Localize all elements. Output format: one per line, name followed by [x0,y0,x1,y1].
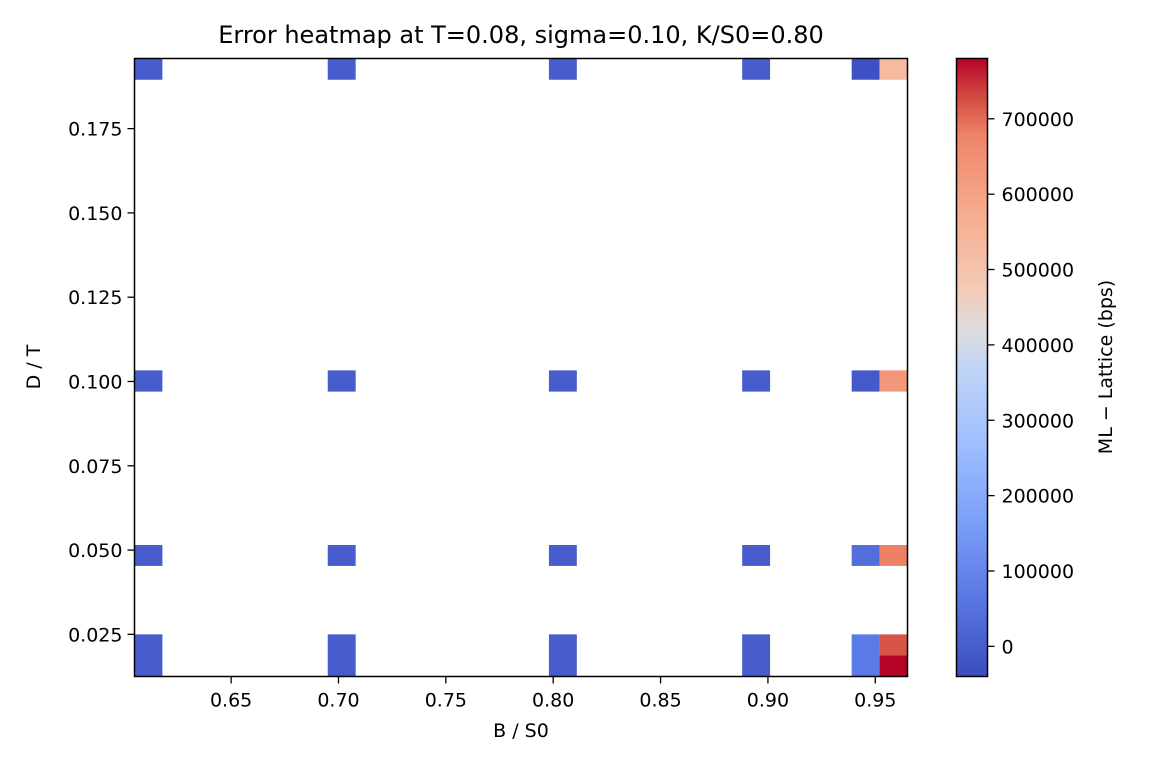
x-tick-label: 0.95 [854,690,896,712]
heatmap-cell [851,58,880,80]
heatmap-cell [548,370,577,392]
heatmap-cell [327,634,356,677]
colorbar-tick-label: 400000 [1002,335,1075,357]
heatmap-cell [742,370,771,392]
heatmap-cell [327,58,356,80]
heatmap-cell [879,370,908,392]
heatmap-cell [134,545,163,566]
heatmap-cell [879,655,908,677]
y-axis-label: D / T [23,344,45,389]
x-tick-label: 0.90 [747,690,789,712]
plot-frame [133,57,909,678]
x-tick-label: 0.75 [425,690,467,712]
colorbar-label: ML − Lattice (bps) [1095,280,1117,454]
y-tick-label: 0.175 [68,119,122,141]
heatmap-cells [134,58,908,677]
y-tick-label: 0.125 [68,287,122,309]
heatmap-cell [851,370,880,392]
colorbar [955,57,989,678]
colorbar-tick-label: 100000 [1002,561,1075,583]
colorbar-tick-label: 600000 [1002,184,1075,206]
y-tick-label: 0.100 [68,371,122,393]
heatmap-cell [327,370,356,392]
y-tick-label: 0.075 [68,456,122,478]
colorbar-tick-label: 200000 [1002,486,1075,508]
y-tick-label: 0.150 [68,203,122,225]
x-tick-label: 0.80 [532,690,574,712]
y-tick-label: 0.050 [68,540,122,562]
heatmap-cell [134,58,163,80]
x-tick-label: 0.85 [639,690,681,712]
x-tick-label: 0.65 [210,690,252,712]
heatmap-cell [742,58,771,80]
heatmap-cell [742,545,771,566]
colorbar-tick-label: 0 [1002,636,1014,658]
x-axis-label: B / S0 [493,720,549,742]
colorbar-tick-label: 300000 [1002,410,1075,432]
heatmap-cell [742,634,771,677]
colorbar-ticks: 0 100000 200000 300000 400000 500000 600000 700… [987,109,1075,658]
x-axis-ticks: 0.65 0.70 0.75 0.80 0.85 0.90 0.95 [210,676,896,712]
heatmap-cell [134,634,163,677]
y-axis-ticks: 0.025 0.050 0.075 0.100 0.125 0.150 0.175 [68,119,135,646]
heatmap-cell [851,545,880,566]
heatmap-cell [548,545,577,566]
heatmap-cell [879,634,908,656]
chart-title: Error heatmap at T=0.08, sigma=0.10, K/S… [218,21,824,49]
y-tick-label: 0.025 [68,624,122,646]
heatmap-cell [879,58,908,80]
colorbar-tick-label: 700000 [1002,109,1075,131]
heatmap-cell [851,634,880,677]
colorbar-tick-label: 500000 [1002,260,1075,282]
heatmap-cell [879,545,908,566]
heatmap-cell [327,545,356,566]
heatmap-cell [134,370,163,392]
x-tick-label: 0.70 [317,690,359,712]
heatmap-cell [548,634,577,677]
heatmap-cell [548,58,577,80]
